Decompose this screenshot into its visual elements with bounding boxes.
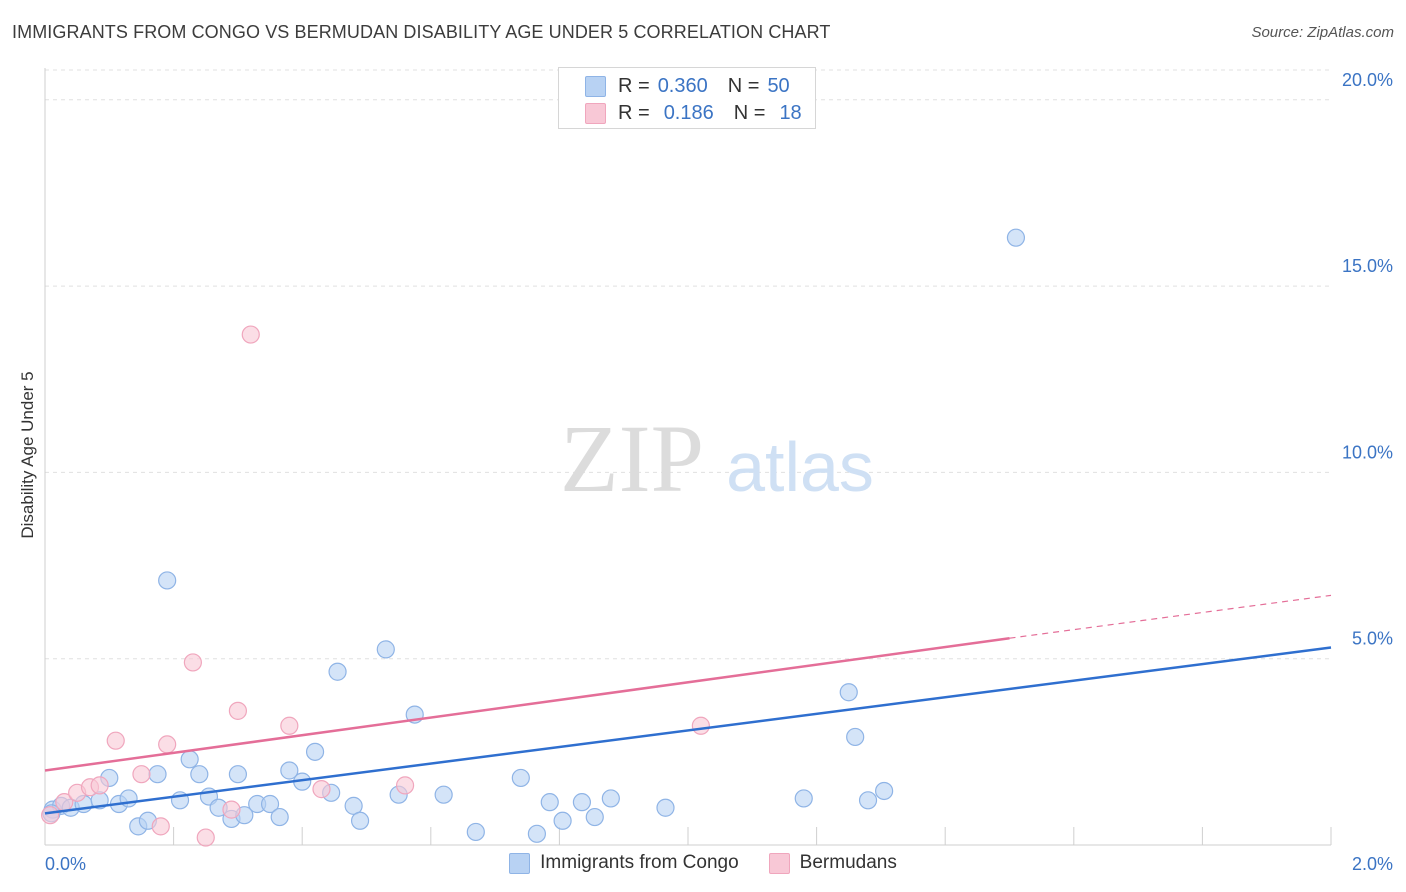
congo-point (228, 765, 247, 784)
y-tick-label: 5.0% (1352, 629, 1393, 649)
congo-point (511, 768, 530, 788)
bermudan-point (691, 716, 710, 735)
legend-swatch-bermudans (585, 102, 606, 124)
congo-point (260, 794, 280, 814)
congo-point (190, 765, 209, 784)
bermudan-trend-extension (1009, 594, 1332, 639)
congo-point (527, 824, 546, 843)
bermudan-point (158, 735, 177, 754)
congo-point (858, 791, 878, 810)
series-swatch-congo (509, 852, 531, 874)
legend-r-label: R = (618, 74, 650, 97)
x-tick-label: 2.0% (1352, 854, 1393, 874)
legend-r-label: R = (618, 101, 650, 124)
chart-title: IMMIGRANTS FROM CONGO VS BERMUDAN DISABI… (12, 22, 831, 42)
bermudan-trend-line (44, 636, 1010, 772)
congo-point (794, 789, 813, 808)
bermudan-point (312, 780, 331, 799)
series-label-congo: Immigrants from Congo (540, 852, 739, 873)
legend-n-label: N = (733, 101, 766, 124)
bermudan-point (222, 800, 241, 819)
congo-point (846, 727, 865, 747)
congo-point (875, 781, 894, 801)
legend-n-value: 50 (767, 74, 790, 97)
bermudan-point (183, 653, 202, 672)
legend-row-bermudans: R = 0.186 N = 18 (585, 100, 802, 126)
tick-labels: 5.0% 10.0% 15.0% 20.0% 0.0% 2.0% (45, 70, 1393, 874)
congo-point (553, 811, 572, 830)
legend-n-label: N = (727, 74, 760, 97)
congo-point (656, 798, 675, 817)
x-tick-label: 0.0% (45, 854, 86, 874)
congo-point (1006, 228, 1026, 247)
bermudan-point (241, 325, 260, 344)
series-legend: Immigrants from Congo Bermudans (0, 852, 1406, 874)
bermudan-point (196, 828, 215, 847)
trend-lines (44, 594, 1332, 815)
bermudan-point (228, 701, 247, 720)
watermark-atlas: atlas (726, 428, 874, 506)
congo-point (572, 793, 592, 812)
y-tick-label: 10.0% (1342, 442, 1393, 462)
congo-trend-line (44, 646, 1332, 815)
series-label-bermudans: Bermudans (799, 852, 897, 873)
bermudan-point (395, 776, 415, 795)
congo-point (376, 640, 395, 659)
y-tick-label: 15.0% (1342, 256, 1393, 276)
series-legend-bermudans: Bermudans (768, 852, 897, 874)
legend-r-value: 0.360 (657, 74, 708, 97)
bermudan-point (280, 716, 299, 735)
bermudan-point (90, 776, 109, 795)
congo-point (601, 789, 620, 808)
congo-point (305, 742, 325, 761)
congo-point (434, 785, 453, 804)
congo-point (180, 750, 199, 769)
congo-point (839, 683, 858, 702)
series-swatch-bermudans (768, 852, 790, 874)
watermark-zip: ZIP (560, 405, 704, 512)
legend-row-congo: R = 0.360 N = 50 (585, 73, 790, 99)
legend-r-value: 0.186 (663, 101, 714, 124)
grid-lines (45, 69, 1331, 660)
congo-point (280, 761, 299, 780)
y-tick-label: 20.0% (1342, 70, 1393, 90)
congo-point (158, 571, 177, 590)
bermudan-point (132, 765, 151, 784)
bermudan-point (41, 806, 60, 825)
congo-point (148, 765, 167, 784)
bermudan-point (151, 817, 170, 836)
congo-point (540, 793, 559, 812)
legend-swatch-congo (585, 75, 606, 97)
legend-n-value: 18 (779, 101, 802, 124)
congo-point (466, 822, 485, 842)
source-label: Source: ZipAtlas.com (1251, 24, 1394, 41)
series-legend-congo: Immigrants from Congo (509, 852, 739, 874)
bermudan-point (106, 731, 125, 750)
congo-point (328, 662, 347, 681)
data-points (41, 228, 1026, 847)
congo-point (350, 811, 370, 830)
congo-point (270, 807, 289, 827)
y-axis-label: Disability Age Under 5 (18, 371, 37, 539)
correlation-legend: R = 0.360 N = 50 R = 0.186 N = 18 (558, 67, 816, 129)
congo-point (585, 807, 604, 827)
axes (44, 68, 1332, 846)
